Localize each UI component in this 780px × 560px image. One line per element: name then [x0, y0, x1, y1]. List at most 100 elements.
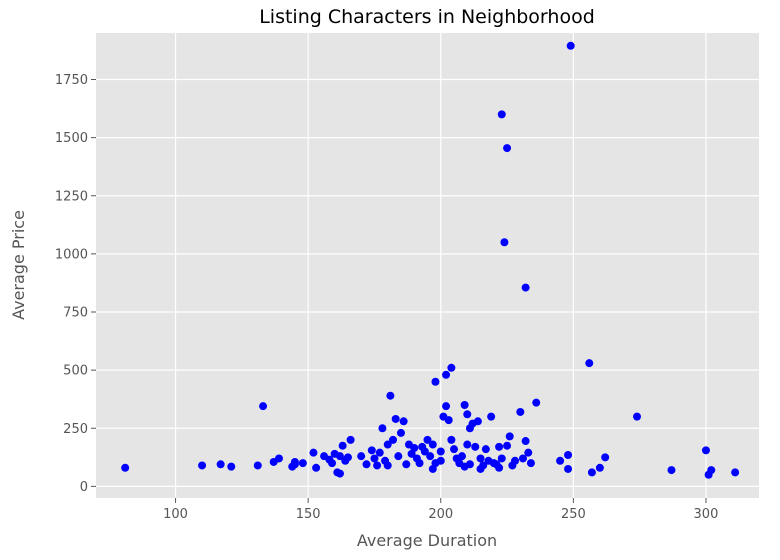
grid-lines: [96, 33, 759, 498]
data-point: [566, 41, 575, 50]
y-tick-label: 250: [63, 422, 88, 437]
data-point: [479, 461, 488, 470]
chart-title: Listing Characters in Neighborhood: [259, 6, 595, 28]
data-point: [420, 447, 429, 456]
data-point: [471, 442, 480, 451]
data-point: [460, 401, 469, 409]
data-point: [383, 461, 392, 470]
data-point: [564, 464, 573, 473]
data-point: [436, 447, 445, 456]
data-point: [402, 460, 411, 469]
y-tick-label: 750: [63, 306, 88, 321]
data-point: [394, 452, 403, 461]
data-point: [447, 435, 456, 444]
data-point: [457, 452, 466, 461]
data-point: [343, 453, 352, 462]
data-point: [518, 454, 527, 463]
data-point: [386, 391, 395, 400]
data-point: [312, 463, 321, 472]
data-point: [587, 468, 596, 477]
x-tick-label: 200: [428, 507, 453, 522]
data-point: [526, 459, 535, 468]
data-point: [357, 452, 366, 461]
y-axis-label: Average Price: [9, 210, 28, 320]
data-point: [227, 462, 236, 471]
data-point: [253, 461, 262, 470]
data-point: [442, 402, 451, 411]
data-point: [487, 412, 496, 421]
data-point: [497, 110, 506, 119]
data-point: [335, 452, 344, 461]
data-point: [259, 402, 268, 411]
data-point: [516, 407, 525, 416]
data-point: [346, 435, 355, 444]
data-point: [511, 456, 520, 465]
data-point: [447, 363, 456, 372]
data-point: [633, 412, 642, 421]
data-points: [121, 41, 740, 479]
y-tick-label: 1750: [55, 73, 88, 88]
data-point: [216, 460, 225, 469]
data-point: [121, 463, 130, 472]
data-point: [328, 459, 337, 468]
plot-area: [96, 33, 759, 498]
data-point: [290, 460, 299, 469]
data-point: [426, 452, 435, 461]
data-point: [465, 460, 474, 469]
data-point: [473, 417, 482, 426]
data-point: [391, 414, 400, 423]
data-point: [399, 417, 408, 426]
data-point: [524, 448, 533, 457]
data-point: [463, 440, 472, 449]
data-point: [707, 466, 716, 475]
data-point: [556, 456, 565, 465]
data-point: [495, 463, 504, 472]
x-tick-label: 250: [561, 507, 586, 522]
y-tick-label: 500: [63, 364, 88, 379]
data-point: [431, 377, 440, 386]
x-tick-label: 150: [296, 507, 321, 522]
data-point: [378, 424, 387, 433]
data-point: [503, 144, 512, 153]
x-tick-label: 300: [694, 507, 719, 522]
y-tick-label: 1000: [55, 247, 88, 262]
data-point: [701, 446, 710, 455]
data-point: [481, 445, 490, 454]
data-point: [444, 416, 453, 425]
data-point: [396, 428, 405, 437]
data-point: [335, 469, 344, 478]
x-axis-ticks: 100 150 200 250 300: [163, 498, 718, 522]
data-point: [436, 456, 445, 465]
data-point: [601, 453, 610, 462]
data-point: [585, 359, 594, 368]
data-point: [497, 454, 506, 463]
x-tick-label: 100: [163, 507, 188, 522]
data-point: [198, 461, 207, 470]
data-point: [410, 444, 419, 453]
y-axis-ticks: 0 250 500 750 1000 1250 1500 1750: [55, 73, 96, 495]
data-point: [373, 461, 382, 470]
data-point: [521, 283, 530, 292]
data-point: [667, 466, 676, 475]
data-point: [362, 460, 371, 469]
data-point: [532, 398, 541, 407]
data-point: [500, 238, 509, 247]
y-tick-label: 1500: [55, 131, 88, 146]
data-point: [428, 440, 437, 449]
y-tick-label: 1250: [55, 189, 88, 204]
data-point: [415, 459, 424, 468]
data-point: [375, 448, 384, 457]
y-tick-label: 0: [80, 480, 88, 495]
data-point: [298, 459, 307, 468]
data-point: [442, 370, 451, 379]
data-point: [370, 454, 379, 463]
data-point: [389, 435, 398, 444]
data-point: [476, 454, 485, 463]
data-point: [521, 437, 530, 446]
data-point: [338, 441, 347, 450]
data-point: [731, 468, 740, 477]
data-point: [505, 432, 514, 441]
data-point: [274, 454, 283, 463]
data-point: [450, 445, 459, 454]
